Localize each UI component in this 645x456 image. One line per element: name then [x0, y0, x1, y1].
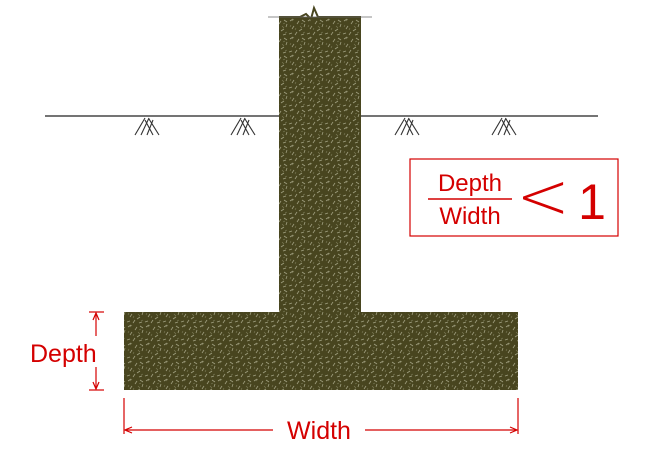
- width-label: Width: [287, 417, 351, 445]
- ratio-value: 1: [578, 174, 606, 230]
- ground-hatch-icon: [134, 117, 160, 136]
- footing-body: [124, 17, 518, 390]
- ratio-box: Depth Width < 1: [409, 158, 619, 237]
- width-dimension: [123, 398, 519, 434]
- depth-label: Depth: [30, 340, 97, 368]
- ground-hatch-icon: [394, 117, 420, 136]
- less-than-symbol: <: [516, 160, 570, 234]
- ratio-numerator: Depth: [438, 170, 502, 197]
- ground-hatch-icon: [230, 117, 256, 136]
- ground-hatch-icon: [491, 117, 517, 136]
- depth-dimension: [89, 311, 104, 391]
- ratio-denominator: Width: [439, 203, 500, 230]
